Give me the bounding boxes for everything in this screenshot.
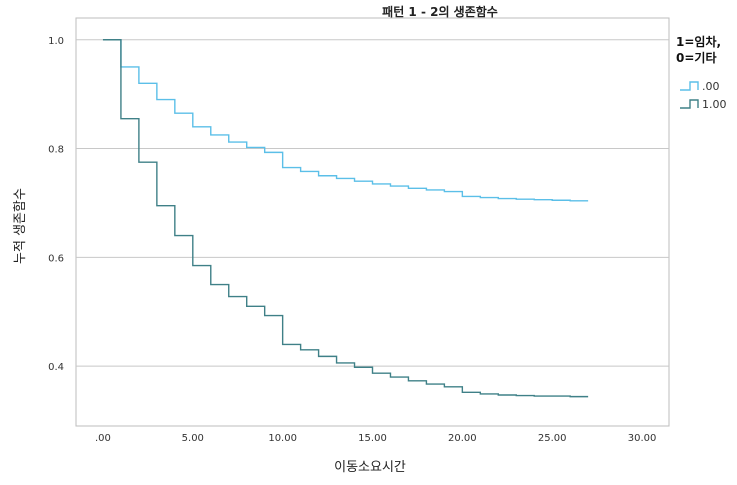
grid-layer: [76, 39, 669, 367]
x-tick-label: 5.00: [182, 433, 204, 444]
legend-label: .00: [702, 80, 720, 93]
x-tick-label: .00: [95, 433, 111, 444]
series-line-2: [102, 39, 589, 398]
x-tick-label: 15.00: [358, 433, 387, 444]
legend-swatch: [680, 81, 699, 91]
chart-title: 패턴 1 - 2의 생존함수: [382, 4, 498, 19]
legend-label: 1.00: [702, 98, 727, 111]
legend-items: .00 1.00: [680, 80, 727, 111]
series-line-1: [102, 39, 589, 202]
x-tick-label: 25.00: [538, 433, 567, 444]
legend-swatch: [680, 99, 699, 109]
y-tick-label: 0.6: [48, 253, 64, 264]
tick-layer: 0.4 0.6 0.8 1.0 .00 5.00 10.00 15.00 20.00 25.00 3…: [48, 36, 656, 444]
x-tick-label: 10.00: [268, 433, 297, 444]
x-axis-title: 이동소요시간: [334, 460, 406, 475]
y-tick-label: 1.0: [48, 36, 64, 47]
legend: 1=임차, 0=기타 .00 1.00: [676, 34, 727, 111]
series-layer: [102, 39, 589, 398]
y-axis-title: 누적 생존함수: [13, 188, 28, 264]
plot-frame: [75, 17, 670, 427]
y-tick-label: 0.4: [48, 362, 64, 373]
y-tick-label: 0.8: [48, 145, 64, 156]
x-tick-label: 30.00: [628, 433, 657, 444]
legend-title-line1: 1=임차,: [676, 34, 721, 49]
x-tick-label: 20.00: [448, 433, 477, 444]
legend-title-line2: 0=기타: [676, 50, 717, 65]
